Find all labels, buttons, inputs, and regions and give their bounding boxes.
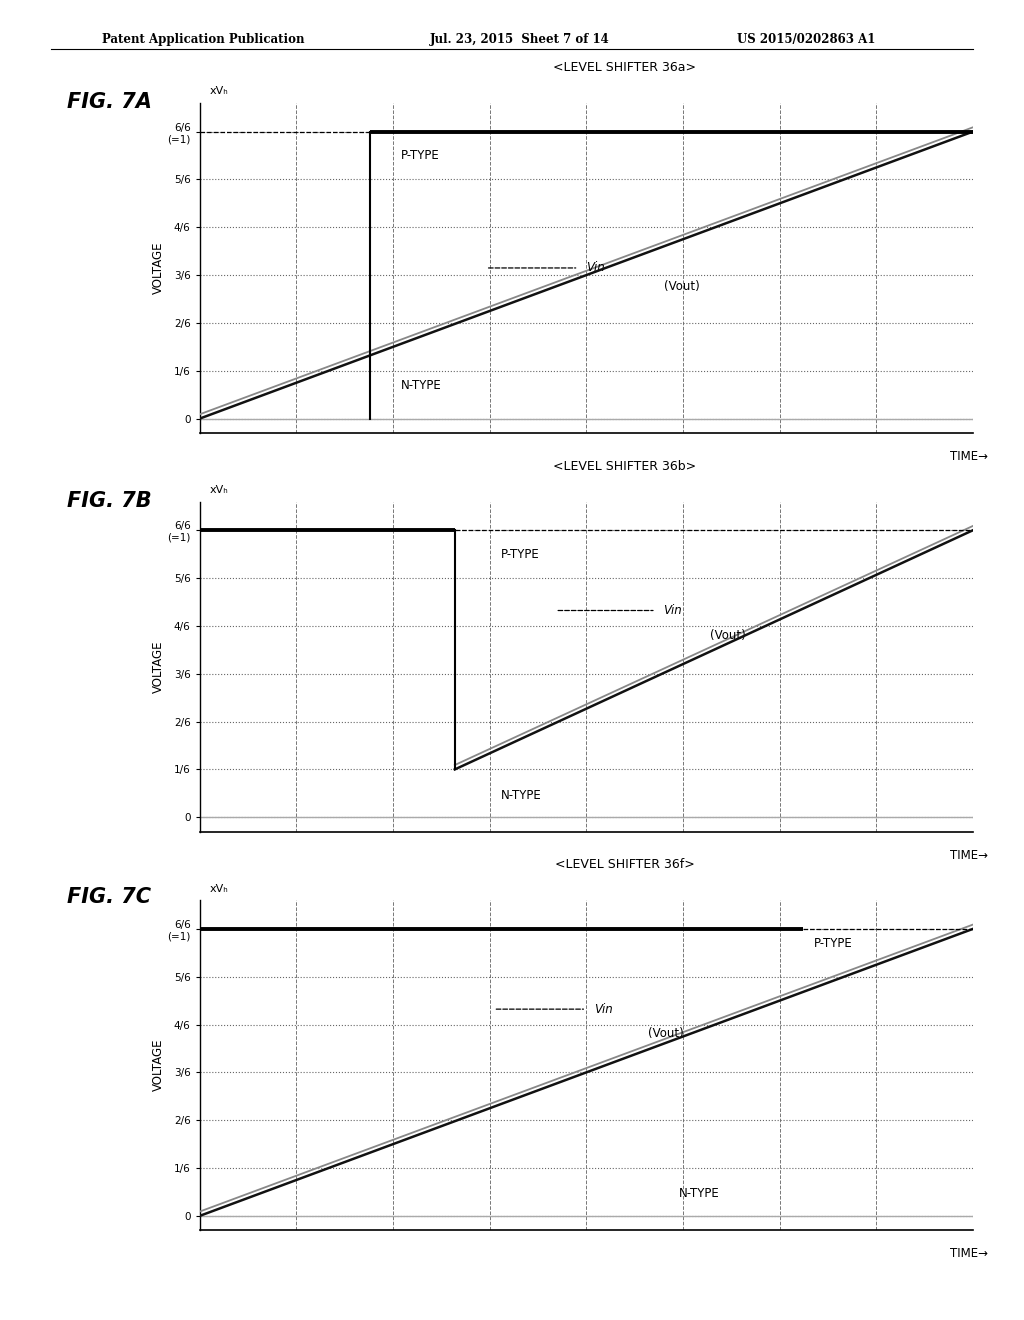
- Text: xVₕ: xVₕ: [210, 484, 228, 495]
- Text: Jul. 23, 2015  Sheet 7 of 14: Jul. 23, 2015 Sheet 7 of 14: [430, 33, 610, 46]
- Y-axis label: VOLTAGE: VOLTAGE: [152, 242, 165, 294]
- Text: TIME→: TIME→: [950, 450, 988, 463]
- Y-axis label: VOLTAGE: VOLTAGE: [152, 1039, 165, 1092]
- Text: xVₕ: xVₕ: [210, 86, 228, 96]
- Text: <LEVEL SHIFTER 36b>: <LEVEL SHIFTER 36b>: [553, 459, 696, 473]
- Text: N-TYPE: N-TYPE: [679, 1188, 720, 1200]
- Text: (Vout): (Vout): [710, 628, 745, 642]
- Text: xVₕ: xVₕ: [210, 883, 228, 894]
- Text: N-TYPE: N-TYPE: [400, 379, 441, 392]
- Text: Vin: Vin: [586, 261, 605, 275]
- Text: TIME→: TIME→: [950, 849, 988, 862]
- Text: P-TYPE: P-TYPE: [814, 937, 853, 949]
- Text: FIG. 7C: FIG. 7C: [67, 887, 151, 907]
- Text: N-TYPE: N-TYPE: [501, 789, 542, 801]
- Text: FIG. 7B: FIG. 7B: [67, 491, 152, 511]
- Text: P-TYPE: P-TYPE: [501, 548, 540, 561]
- Text: (Vout): (Vout): [648, 1027, 684, 1040]
- Text: Vin: Vin: [664, 605, 682, 616]
- Text: FIG. 7A: FIG. 7A: [67, 92, 152, 112]
- Y-axis label: VOLTAGE: VOLTAGE: [152, 640, 165, 693]
- Text: (Vout): (Vout): [664, 280, 699, 293]
- Text: TIME→: TIME→: [950, 1247, 988, 1261]
- Text: <LEVEL SHIFTER 36f>: <LEVEL SHIFTER 36f>: [555, 858, 694, 871]
- Text: Vin: Vin: [594, 1003, 612, 1015]
- Text: <LEVEL SHIFTER 36a>: <LEVEL SHIFTER 36a>: [553, 61, 696, 74]
- Text: P-TYPE: P-TYPE: [400, 149, 439, 162]
- Text: Patent Application Publication: Patent Application Publication: [102, 33, 305, 46]
- Text: US 2015/0202863 A1: US 2015/0202863 A1: [737, 33, 876, 46]
